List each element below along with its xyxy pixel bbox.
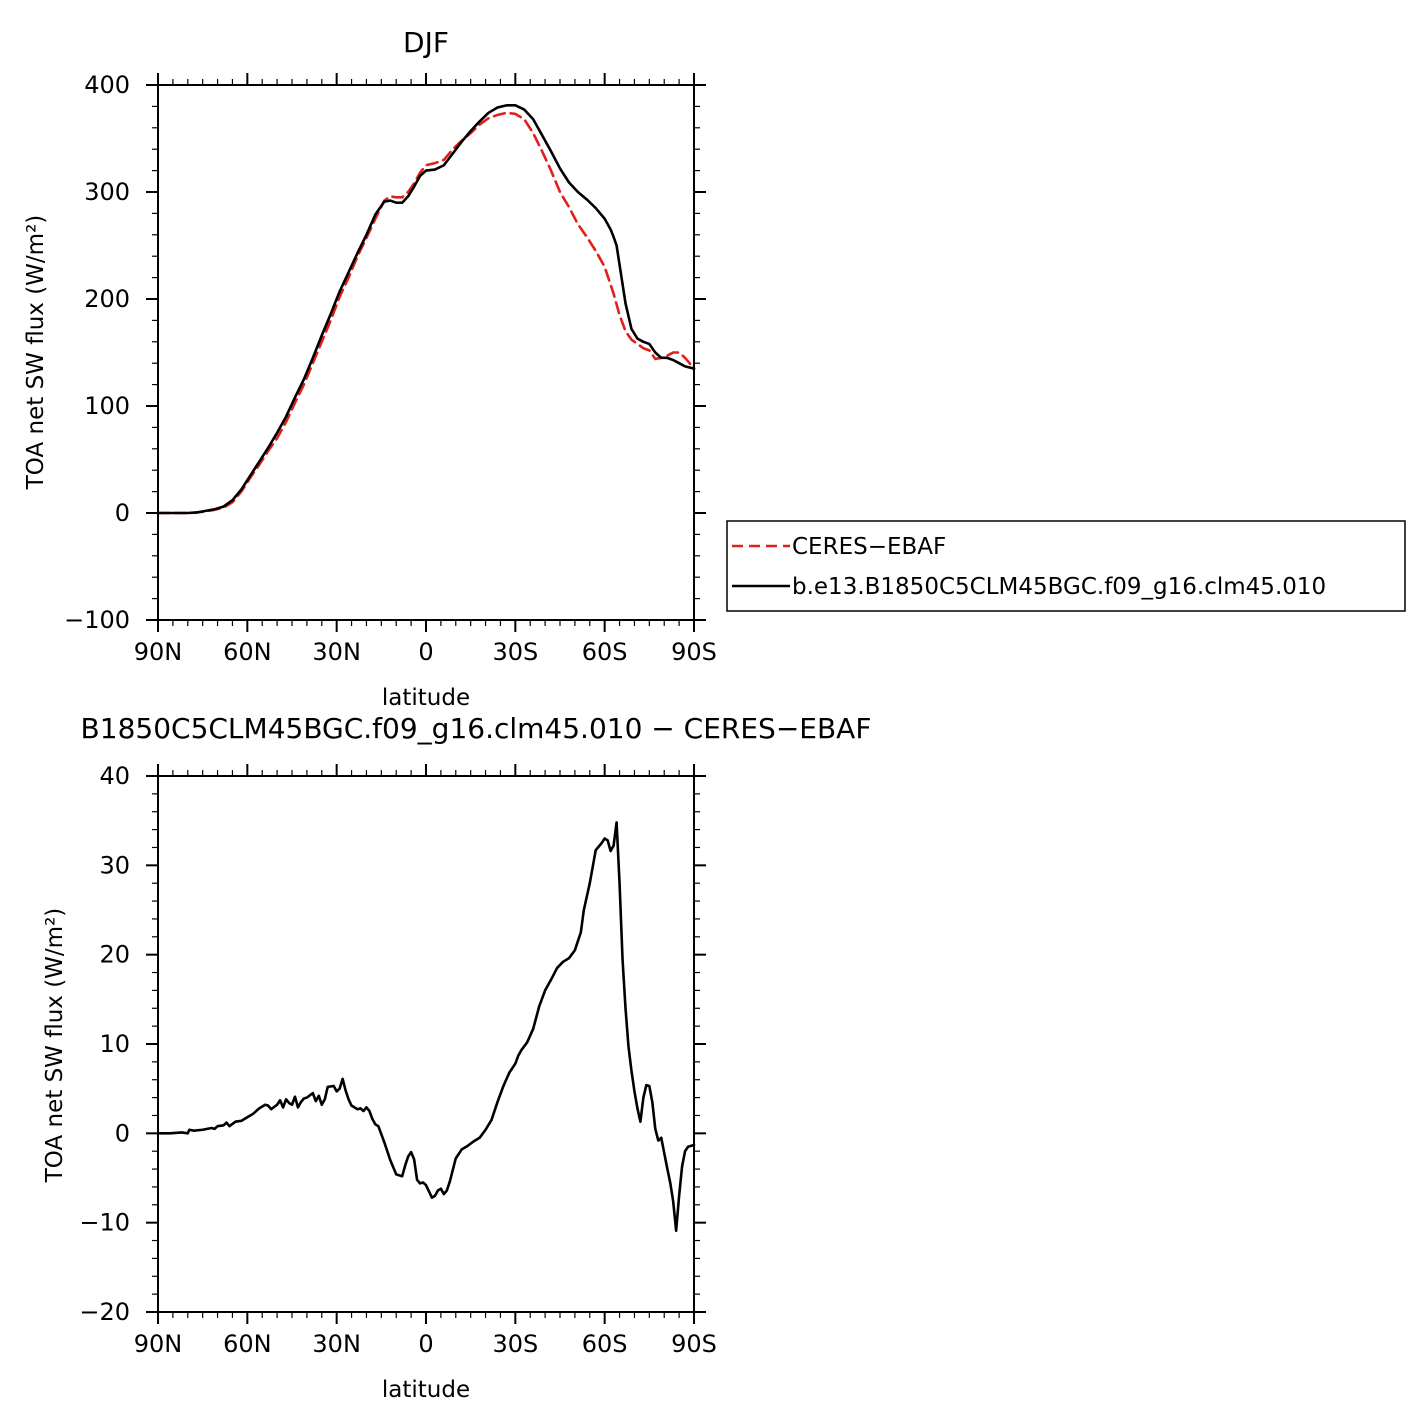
y-tick-label: 0: [115, 499, 130, 527]
x-tick-label: 60S: [582, 1330, 628, 1358]
y-tick-label: 40: [99, 762, 130, 790]
x-tick-label: 30S: [492, 1330, 538, 1358]
x-tick-label: 60S: [582, 638, 628, 666]
x-tick-label: 90N: [134, 638, 183, 666]
x-tick-label: 60N: [223, 1330, 272, 1358]
legend: CERES−EBAF b.e13.B1850C5CLM45BGC.f09_g16…: [726, 520, 1406, 612]
bottom-chart: B1850C5CLM45BGC.f09_g16.clm45.010 − CERE…: [42, 712, 871, 1403]
y-tick-label: −20: [79, 1298, 130, 1326]
x-tick-label: 90S: [671, 638, 717, 666]
y-tick-label: 200: [84, 285, 130, 313]
chart-title: DJF: [403, 26, 449, 59]
series-line-model: [156, 104, 696, 515]
legend-box: [726, 520, 1406, 612]
legend-label-ceres: CERES−EBAF: [792, 534, 946, 560]
y-tick-label: 100: [84, 392, 130, 420]
x-tick-label: 30N: [312, 1330, 361, 1358]
top-chart: DJF 90N 60N 30N 0 30S 60S 90S −100 0 100 200 300 400…: [23, 26, 717, 711]
series-line-ceres: [156, 111, 696, 515]
y-axis-label: TOA net SW flux (W/m²): [23, 215, 49, 491]
x-tick-label: 90N: [134, 1330, 183, 1358]
y-tick-label: 30: [99, 851, 130, 879]
x-tick-label: 90S: [671, 1330, 717, 1358]
y-tick-label: 0: [115, 1119, 130, 1147]
legend-label-model: b.e13.B1850C5CLM45BGC.f09_g16.clm45.010: [792, 574, 1326, 600]
y-tick-label: 400: [84, 71, 130, 99]
x-tick-label: 0: [418, 638, 433, 666]
x-axis-label: latitude: [382, 1377, 470, 1403]
x-tick-label: 60N: [223, 638, 272, 666]
y-tick-label: 10: [99, 1030, 130, 1058]
x-axis-label: latitude: [382, 685, 470, 711]
y-axis-label: TOA net SW flux (W/m²): [42, 908, 68, 1184]
series-line-model: [156, 821, 696, 1233]
x-tick-label: 0: [418, 1330, 433, 1358]
x-tick-label: 30S: [492, 638, 538, 666]
y-tick-label: −100: [64, 606, 130, 634]
y-tick-label: 300: [84, 178, 130, 206]
x-tick-label: 30N: [312, 638, 361, 666]
chart-title: B1850C5CLM45BGC.f09_g16.clm45.010 − CERE…: [81, 712, 872, 745]
y-tick-label: 20: [99, 941, 130, 969]
y-tick-label: −10: [79, 1209, 130, 1237]
plot-frame: [157, 775, 695, 1313]
